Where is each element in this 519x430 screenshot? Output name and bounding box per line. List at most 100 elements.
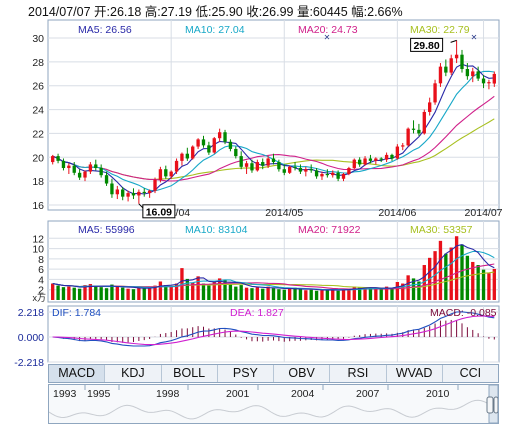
price-legend-ma20: MA20: 24.73 (298, 24, 358, 36)
candle-body (325, 173, 330, 176)
candle-body (185, 153, 190, 159)
candle-body (481, 78, 486, 84)
candle-body (234, 148, 238, 157)
candle-body (61, 160, 66, 169)
candle-body (239, 156, 243, 167)
candle-body (390, 154, 394, 159)
date-tick-label: 2014/07 (465, 207, 503, 219)
volume-bar (223, 280, 227, 300)
tab-boll[interactable]: BOLL (162, 365, 218, 382)
candle-body (56, 156, 60, 161)
candle-body (465, 69, 470, 77)
candle-body (207, 145, 211, 153)
volume-bar (304, 290, 308, 300)
volume-bar (255, 287, 260, 300)
candle-body (454, 54, 459, 59)
timeline-year-label: 2007 (356, 388, 380, 400)
volume-bar (309, 289, 313, 300)
candle-body (142, 191, 146, 194)
volume-legend-ma30: MA30: 53357 (410, 224, 473, 236)
volume-bar (379, 289, 383, 300)
price-legend-ma10: MA10: 27.04 (185, 24, 245, 36)
macd-legend-macd_bar: MACD: -0.085 (430, 307, 497, 319)
timeline-history-line (49, 399, 488, 420)
volume-bar (88, 284, 93, 300)
price-tick-label: 20 (32, 152, 44, 164)
candle-body (180, 153, 184, 161)
tab-obv[interactable]: OBV (274, 365, 331, 382)
macd-legend-dea: DEA: 1.827 (230, 307, 284, 319)
candle-body (158, 169, 163, 180)
candle-body (433, 83, 437, 103)
volume-bar (169, 286, 173, 300)
volume-bar (67, 286, 71, 300)
timeline-year-label: 1993 (53, 388, 77, 400)
volume-bar (422, 265, 426, 300)
tab-kdj[interactable]: KDJ (105, 365, 162, 382)
candle-body (191, 146, 195, 159)
volume-bar (271, 288, 276, 300)
candle-body (174, 160, 179, 172)
price-legend-ma30: MA30: 22.79 (410, 24, 470, 36)
volume-bar (341, 289, 346, 300)
candle-body (336, 172, 340, 179)
volume-bar (250, 288, 254, 300)
tab-macd[interactable]: MACD (49, 365, 106, 382)
low-box (142, 204, 176, 219)
volume-bar (121, 287, 125, 300)
volume-bar (460, 244, 464, 300)
volume-bar (185, 278, 190, 300)
volume-tick-label: 8 (38, 254, 44, 266)
volume-bar (325, 289, 330, 300)
volume-bar (212, 282, 216, 300)
candle-body (110, 183, 114, 195)
candle-body (255, 162, 260, 171)
event-marker-icon: ✕ (471, 33, 478, 42)
high-box (410, 37, 444, 52)
volume-bar (153, 285, 157, 300)
volume-bar (384, 286, 389, 300)
high-label: 29.80 (413, 40, 439, 52)
tab-wvad[interactable]: WVAD (387, 365, 443, 382)
volume-bar (191, 282, 195, 300)
candle-body (487, 82, 491, 84)
volume-unit-label: x万 (32, 293, 46, 303)
timeline-year-label: 1998 (156, 388, 180, 400)
tab-rsi[interactable]: RSI (330, 365, 387, 382)
volume-bar (454, 236, 459, 300)
volume-legend-ma5: MA5: 55996 (78, 224, 135, 236)
volume-bar (411, 278, 416, 300)
candle-body (471, 71, 475, 77)
price-tick-label: 30 (32, 33, 44, 45)
timeline-year-label: 2001 (226, 388, 250, 400)
candle-body (298, 168, 303, 172)
volume-bar (298, 289, 303, 300)
tab-psy[interactable]: PSY (218, 365, 274, 382)
volume-bar (368, 288, 373, 300)
volume-bar (99, 287, 103, 300)
volume-bar (94, 286, 98, 300)
timeline-year-label: 2010 (426, 388, 450, 400)
candle-body (309, 169, 313, 171)
volume-bar (347, 288, 351, 300)
candle-body (126, 193, 130, 197)
candle-body (331, 172, 335, 176)
candle-body (449, 58, 453, 73)
volume-tick-label: 2 (38, 285, 44, 297)
candle-body (121, 189, 125, 197)
candle-body (395, 146, 400, 159)
low-label: 16.09 (146, 206, 172, 218)
dif-line (52, 311, 495, 347)
timeline-handle-right-icon (493, 396, 498, 414)
candle-body (422, 111, 426, 134)
candle-body (417, 129, 421, 134)
indicator-tabs: MACD KDJ BOLL PSY OBV RSI WVAD CCI (48, 364, 499, 383)
volume-bar (83, 285, 87, 300)
candle-body (444, 66, 448, 73)
event-marker-icon: ✕ (324, 33, 331, 42)
history-timeline[interactable]: 1993 1995 1998 2001 2004 2007 2010 (48, 384, 499, 424)
candle-body (347, 168, 351, 174)
tab-cci[interactable]: CCI (459, 366, 482, 380)
candle-body (411, 128, 416, 130)
